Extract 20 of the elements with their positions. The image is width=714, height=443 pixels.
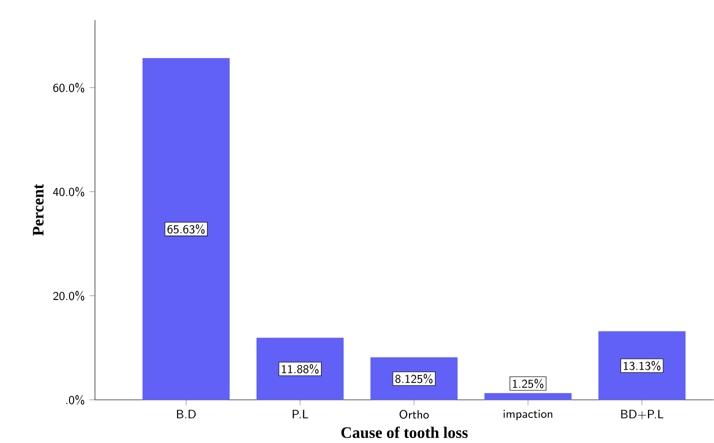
- data-label: 65.63%: [167, 224, 205, 234]
- data-label: 1.25%: [512, 378, 544, 389]
- data-label: 13.13%: [624, 361, 660, 371]
- bar: [256, 338, 344, 400]
- x-tick-label: P.L: [292, 410, 308, 418]
- data-label: 8.125%: [395, 374, 433, 384]
- bar: [142, 58, 230, 400]
- x-tick-label: BD+P.L: [621, 410, 664, 420]
- x-tick-label: impaction: [504, 410, 552, 420]
- bar: [484, 393, 572, 400]
- y-axis-title: Percent: [32, 184, 44, 236]
- x-tick-label: B.D: [177, 410, 196, 418]
- x-axis-title: Cause of tooth loss: [341, 426, 468, 438]
- y-tick-label: 40.0%: [53, 187, 84, 197]
- y-tick-label: .0%: [66, 395, 84, 405]
- x-tick-label: Ortho: [400, 410, 429, 419]
- bar: [598, 332, 686, 400]
- y-tick-label: 60.0%: [53, 83, 84, 93]
- y-tick-label: 20.0%: [53, 291, 84, 301]
- data-label: 11.88%: [282, 364, 319, 374]
